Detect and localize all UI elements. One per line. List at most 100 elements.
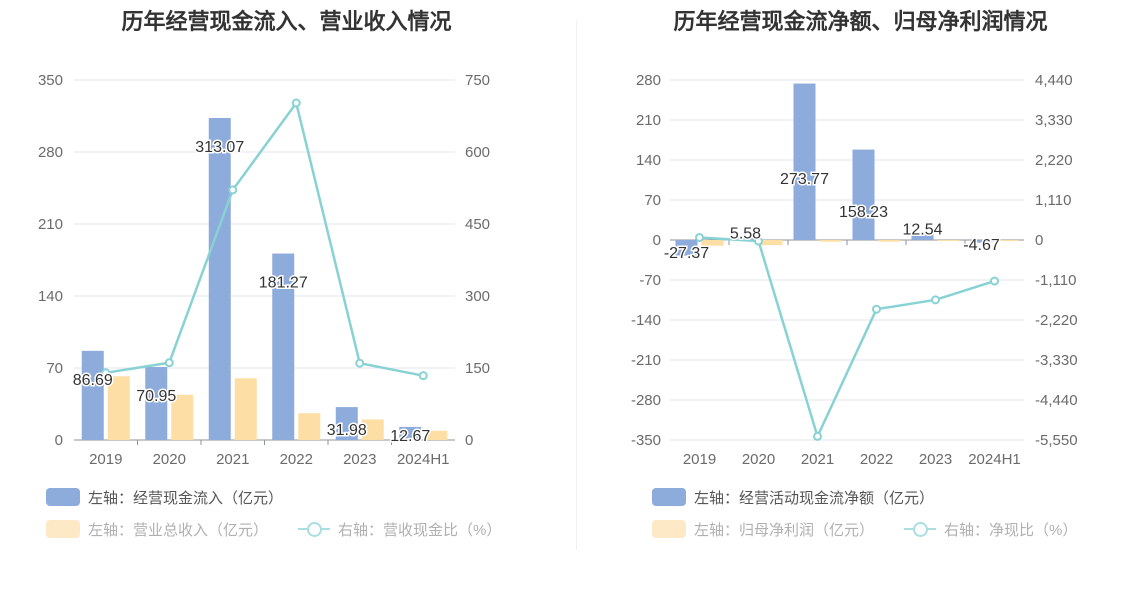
legend-item-cash-inflow[interactable]: 左轴：经营现金流入（亿元） [46,487,283,507]
y-right-tick-label: 450 [465,216,490,233]
y-right-tick-label: 3,330 [1035,112,1073,129]
bar-primary [399,426,422,440]
chart-left-svg: 0 0 70 150 140 300 210 450 280 600 350 750 2019 2020 2… [38,72,490,468]
legend-label: 左轴：归母净利润（亿元） [694,521,875,539]
data-label: 31.98 [327,422,367,439]
y-left-tick-label: 210 [38,216,63,233]
y-left-tick-label: 0 [653,232,661,249]
bar-secondary [107,376,130,440]
y-left-tick-label: -140 [631,312,661,329]
legend-label: 左轴：经营活动现金流净额（亿元） [694,489,935,507]
bar-primary [208,117,231,441]
y-right-tick-label: 0 [465,432,473,449]
line-point [164,358,174,368]
bar-primary [734,236,757,240]
bar-secondary [361,419,384,440]
line-point [695,232,704,242]
y-left-tick-label: 0 [55,432,63,449]
line-point [418,371,428,381]
legend-item-cash-revenue-ratio[interactable]: 右轴：营收现金比（%） [298,519,501,539]
legend-item-net-cash-flow[interactable]: 左轴：经营活动现金流净额（亿元） [652,487,934,507]
x-tick-label: 2022 [860,451,893,468]
y-right-tick-label: -3,330 [1035,352,1078,369]
bar-secondary [878,240,901,242]
bar-secondary [298,413,321,440]
legend-swatch-bar [46,520,80,538]
y-left-tick-label: 140 [636,152,661,169]
x-tick-label: 2021 [216,451,249,468]
data-label: 12.54 [902,221,942,238]
series-line [105,100,424,377]
bar-secondary [819,240,842,242]
legend-label: 左轴：营业总收入（亿元） [88,521,269,539]
x-tick-label: 2021 [801,451,834,468]
chart-right-svg: -350 -5,550 -280 -4,440 -210 -3,330 -140 -2,220… [631,72,1078,468]
legend-swatch-line [298,520,330,538]
data-label: -27.37 [664,245,709,262]
legend-swatch-bar [652,520,686,538]
legend-swatch-bar [652,488,686,506]
y-left-tick-label: 280 [636,72,661,89]
bar-secondary [171,394,194,440]
line-point [754,236,763,246]
x-tick-label: 2024H1 [397,451,450,468]
data-label: 273.77 [780,171,829,188]
y-left-tick-label: -350 [631,432,661,449]
data-label: 5.58 [730,225,761,242]
legend-swatch-line [904,520,936,538]
y-left-tick-label: -70 [639,272,661,289]
y-left-tick-label: -210 [631,352,661,369]
panel-divider [576,20,577,550]
y-left-tick-label: 70 [46,360,63,377]
x-tick-label: 2023 [343,451,376,468]
line-point [931,295,940,305]
bar-primary [852,149,875,240]
data-label: 181.27 [259,275,308,292]
bar-secondary [996,240,1019,241]
y-left-tick-label: 210 [636,112,661,129]
legend-label: 右轴：营收现金比（%） [338,521,502,539]
x-tick-label: 2019 [683,451,716,468]
y-right-tick-label: 2,220 [1035,152,1073,169]
legend-item-revenue[interactable]: 左轴：营业总收入（亿元） [46,519,268,539]
line-point [813,431,822,441]
data-label: 12.67 [390,428,430,445]
chart-title-right: 历年经营现金流净额、归母净利润情况 [673,9,1048,34]
bar-primary [81,350,104,440]
y-right-tick-label: 0 [1035,232,1043,249]
chart-panel-right: 历年经营现金流净额、归母净利润情况 -350 -5,550 -280 -4,440 -2… [574,0,1147,589]
data-label: -4.67 [963,237,1000,254]
y-right-tick-label: 600 [465,144,490,161]
data-label: 70.95 [136,388,176,405]
bar-secondary [760,240,783,246]
y-left-tick-label: 350 [38,72,63,89]
legend-item-net-profit[interactable]: 左轴：归母净利润（亿元） [652,519,874,539]
data-label: 313.07 [195,139,244,156]
bar-primary [675,240,698,256]
x-tick-label: 2022 [280,451,313,468]
series-line [699,236,995,440]
bar-primary [145,367,168,440]
y-left-tick-label: 140 [38,288,63,305]
x-tick-label: 2023 [919,451,952,468]
line-point [291,98,301,108]
bar-secondary [701,240,724,246]
x-tick-label: 2024H1 [968,451,1021,468]
y-right-tick-label: -5,550 [1035,432,1078,449]
legend-item-net-cash-ratio[interactable]: 右轴：净现比（%） [904,519,1077,539]
bar-primary [970,240,993,243]
y-right-tick-label: 300 [465,288,490,305]
legend-swatch-bar [46,488,80,506]
data-label: 158.23 [839,204,888,221]
bar-secondary [425,430,448,440]
chart-panel-left: 历年经营现金流入、营业收入情况 0 0 70 150 140 300 210 450 280 60… [0,0,573,589]
y-right-tick-label: 1,110 [1035,192,1071,209]
y-right-tick-label: 750 [465,72,490,89]
data-label: 86.69 [73,372,113,389]
x-tick-label: 2020 [153,451,186,468]
y-right-tick-label: 4,440 [1035,72,1073,89]
line-point [872,304,881,314]
line-point [990,276,999,286]
y-right-tick-label: -4,440 [1035,392,1078,409]
x-tick-label: 2019 [89,451,122,468]
